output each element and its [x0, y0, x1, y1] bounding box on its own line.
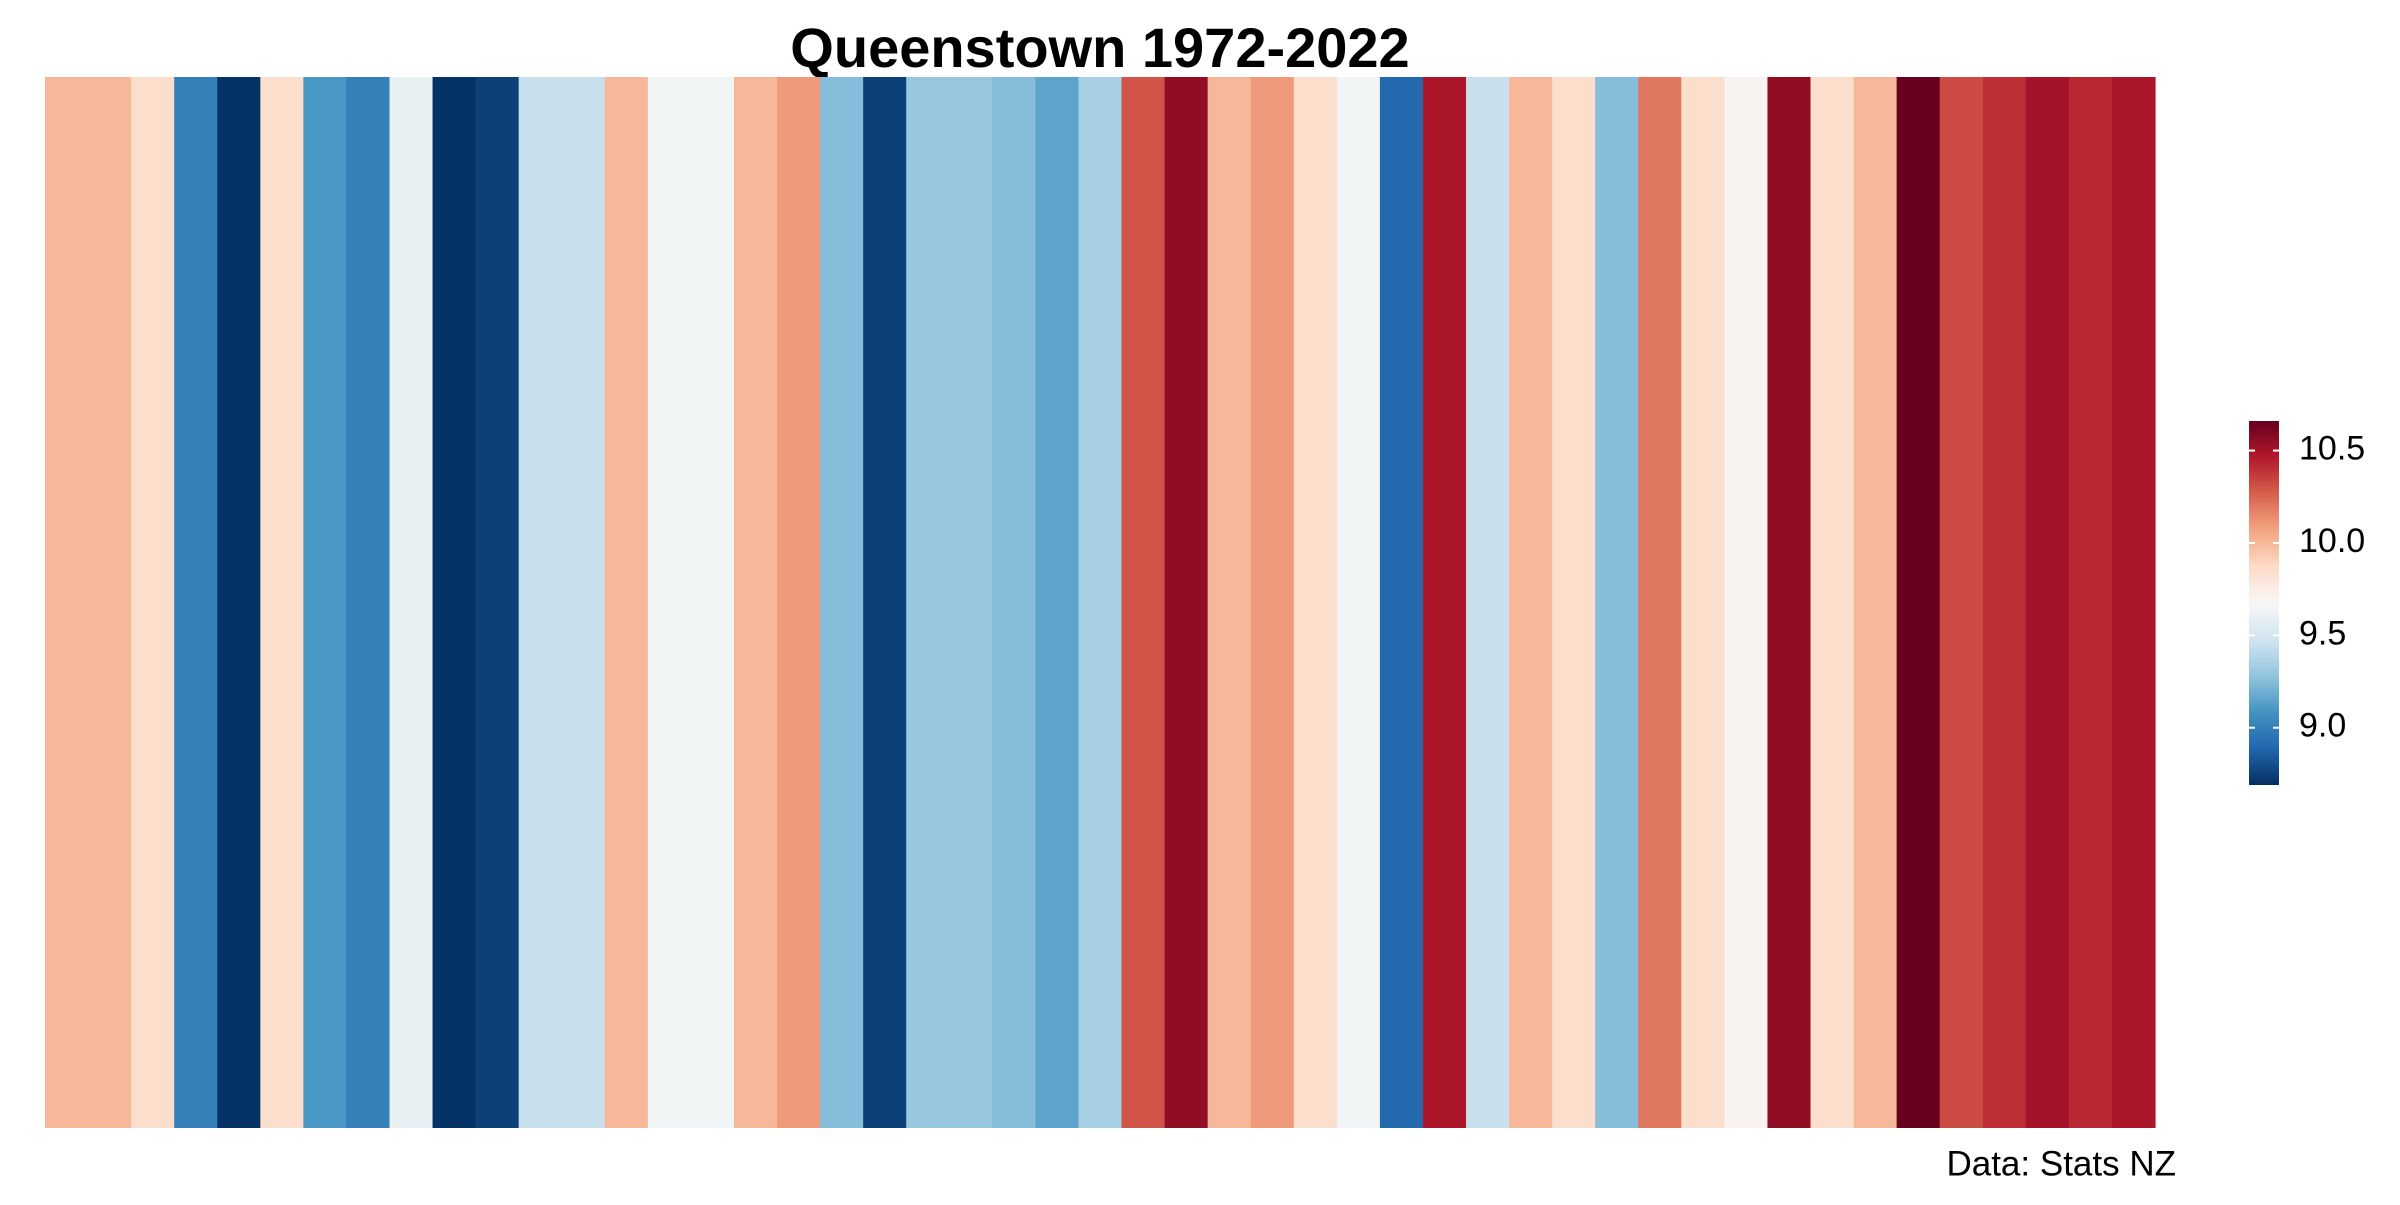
- stripe: [1767, 77, 1812, 1128]
- stripe: [45, 77, 89, 1128]
- stripe: [1724, 77, 1769, 1128]
- colorbar-label: 9.0: [2299, 707, 2346, 745]
- stripe: [2111, 77, 2156, 1128]
- stripe: [475, 77, 520, 1128]
- stripe: [260, 77, 304, 1128]
- stripe: [1552, 77, 1596, 1128]
- stripe: [346, 77, 391, 1128]
- chart-title: Queenstown 1972-2022: [790, 16, 1409, 79]
- stripe: [217, 77, 261, 1128]
- stripe: [1164, 77, 1209, 1128]
- stripe: [1336, 77, 1381, 1128]
- stripe: [1896, 77, 1941, 1128]
- colorbar: [2249, 421, 2279, 785]
- caption: Data: Stats NZ: [1946, 1144, 2176, 1183]
- stripe: [1207, 77, 1252, 1128]
- stripe: [1939, 77, 1984, 1128]
- stripe: [1509, 77, 1553, 1128]
- stripe: [604, 77, 649, 1128]
- stripe: [518, 77, 563, 1128]
- stripe: [1853, 77, 1898, 1128]
- stripe: [820, 77, 864, 1128]
- stripe: [949, 77, 993, 1128]
- stripe: [1121, 77, 1166, 1128]
- stripe: [992, 77, 1037, 1128]
- stripe: [863, 77, 907, 1128]
- stripe: [1078, 77, 1123, 1128]
- stripe: [906, 77, 950, 1128]
- stripe: [561, 77, 606, 1128]
- stripe: [1595, 77, 1639, 1128]
- stripe: [2068, 77, 2113, 1128]
- stripe: [1638, 77, 1682, 1128]
- stripe: [1379, 77, 1424, 1128]
- stripe: [733, 77, 778, 1128]
- stripe: [1250, 77, 1295, 1128]
- stripe: [1982, 77, 2027, 1128]
- stripe: [1422, 77, 1467, 1128]
- stripe: [174, 77, 218, 1128]
- colorbar-label: 10.5: [2299, 430, 2365, 468]
- stripe: [690, 77, 735, 1128]
- stripe: [1466, 77, 1510, 1128]
- stripe: [303, 77, 348, 1128]
- stripe: [131, 77, 175, 1128]
- stripe: [1810, 77, 1855, 1128]
- stripe: [2025, 77, 2070, 1128]
- stripe: [647, 77, 692, 1128]
- stripe: [432, 77, 477, 1128]
- stripe: [88, 77, 132, 1128]
- colorbar-label: 9.5: [2299, 614, 2346, 652]
- stripe: [1681, 77, 1725, 1128]
- stripe: [777, 77, 821, 1128]
- colorbar-label: 10.0: [2299, 522, 2365, 560]
- stripe: [389, 77, 434, 1128]
- stripe: [1035, 77, 1080, 1128]
- stripe: [1293, 77, 1338, 1128]
